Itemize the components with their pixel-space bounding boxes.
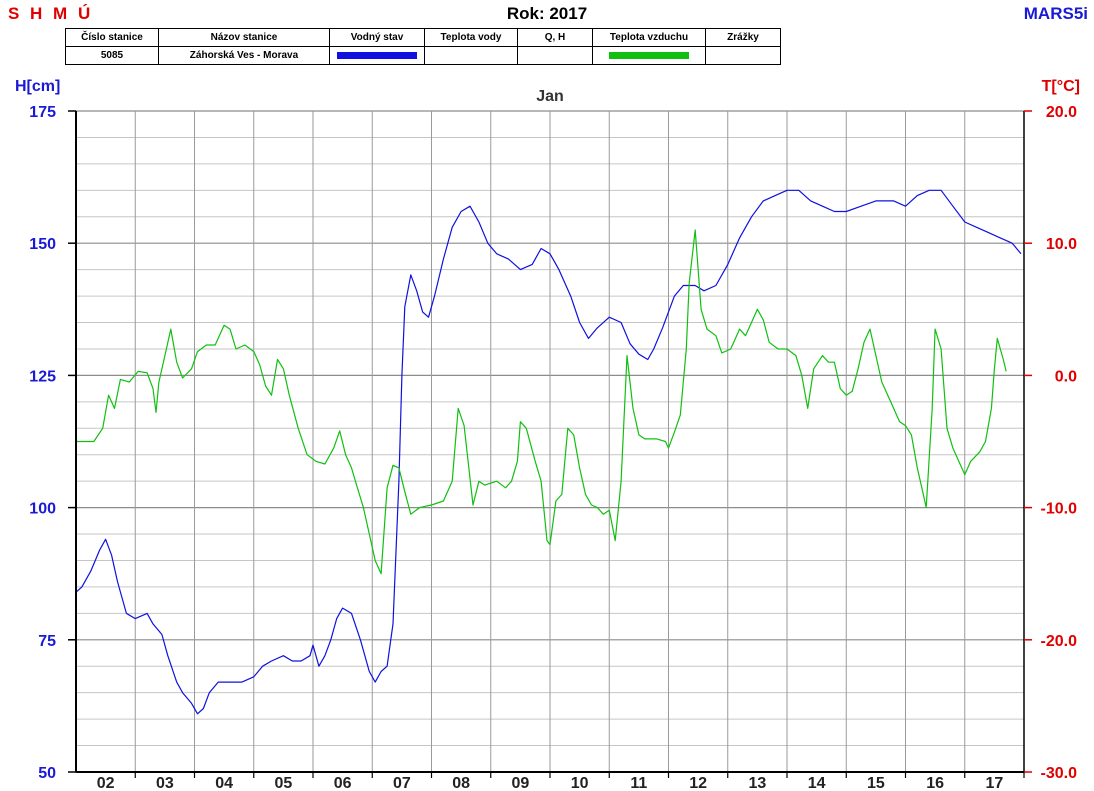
air-temperature-line bbox=[76, 229, 1007, 575]
right-tick-label: -30.0 bbox=[1041, 765, 1078, 782]
chart-axes: 175 150 125 100 75 50 20.0 10.0 0.0 -10.0 -20.0 -30… bbox=[29, 104, 1077, 791]
x-tick-label: 08 bbox=[452, 775, 470, 791]
x-tick-label: 04 bbox=[215, 775, 233, 791]
water-level-swatch bbox=[337, 51, 417, 59]
chart-series bbox=[75, 189, 1022, 715]
legend-value-row: 5085 Záhorská Ves - Morava bbox=[65, 46, 781, 65]
year-title: Rok: 2017 bbox=[506, 4, 588, 23]
x-tick-label: 13 bbox=[748, 775, 766, 791]
right-tick-label: 10.0 bbox=[1046, 236, 1077, 253]
left-tick-label: 75 bbox=[38, 633, 56, 650]
water-level-line bbox=[75, 189, 1022, 715]
brand-logo-left: S H M Ú bbox=[8, 4, 94, 23]
brand-label-right: MARS5i bbox=[1023, 4, 1088, 23]
left-tick-label: 125 bbox=[29, 368, 56, 385]
left-tick-label: 175 bbox=[29, 104, 56, 121]
station-legend-table: Číslo stanice Názov stanice Vodný stav T… bbox=[65, 28, 781, 65]
left-tick-label: 50 bbox=[38, 765, 56, 782]
x-tick-label: 15 bbox=[867, 775, 885, 791]
legend-precipitation-cell bbox=[705, 46, 781, 65]
right-tick-label: -10.0 bbox=[1041, 501, 1078, 518]
chart-grid bbox=[76, 110, 1025, 773]
x-tick-label: 02 bbox=[97, 775, 115, 791]
right-tick-label: 20.0 bbox=[1046, 104, 1077, 121]
left-tick-label: 100 bbox=[29, 501, 56, 518]
left-axis-label: H[cm] bbox=[15, 78, 60, 95]
x-tick-label: 05 bbox=[274, 775, 292, 791]
right-tick-label: -20.0 bbox=[1041, 633, 1078, 650]
x-tick-label: 12 bbox=[689, 775, 707, 791]
x-tick-label: 09 bbox=[511, 775, 529, 791]
left-tick-label: 150 bbox=[29, 236, 56, 253]
x-tick-label: 17 bbox=[985, 775, 1003, 791]
air-temp-swatch bbox=[609, 51, 689, 59]
x-tick-label: 14 bbox=[808, 775, 826, 791]
x-tick-label: 16 bbox=[926, 775, 944, 791]
x-tick-label: 11 bbox=[630, 775, 647, 791]
right-tick-label: 0.0 bbox=[1055, 368, 1077, 385]
x-tick-label: 03 bbox=[156, 775, 174, 791]
x-tick-label: 07 bbox=[393, 775, 411, 791]
x-tick-label: 10 bbox=[571, 775, 589, 791]
x-tick-label: 06 bbox=[334, 775, 352, 791]
right-axis-label: T[°C] bbox=[1042, 78, 1080, 95]
chart-title: Jan bbox=[536, 88, 564, 105]
